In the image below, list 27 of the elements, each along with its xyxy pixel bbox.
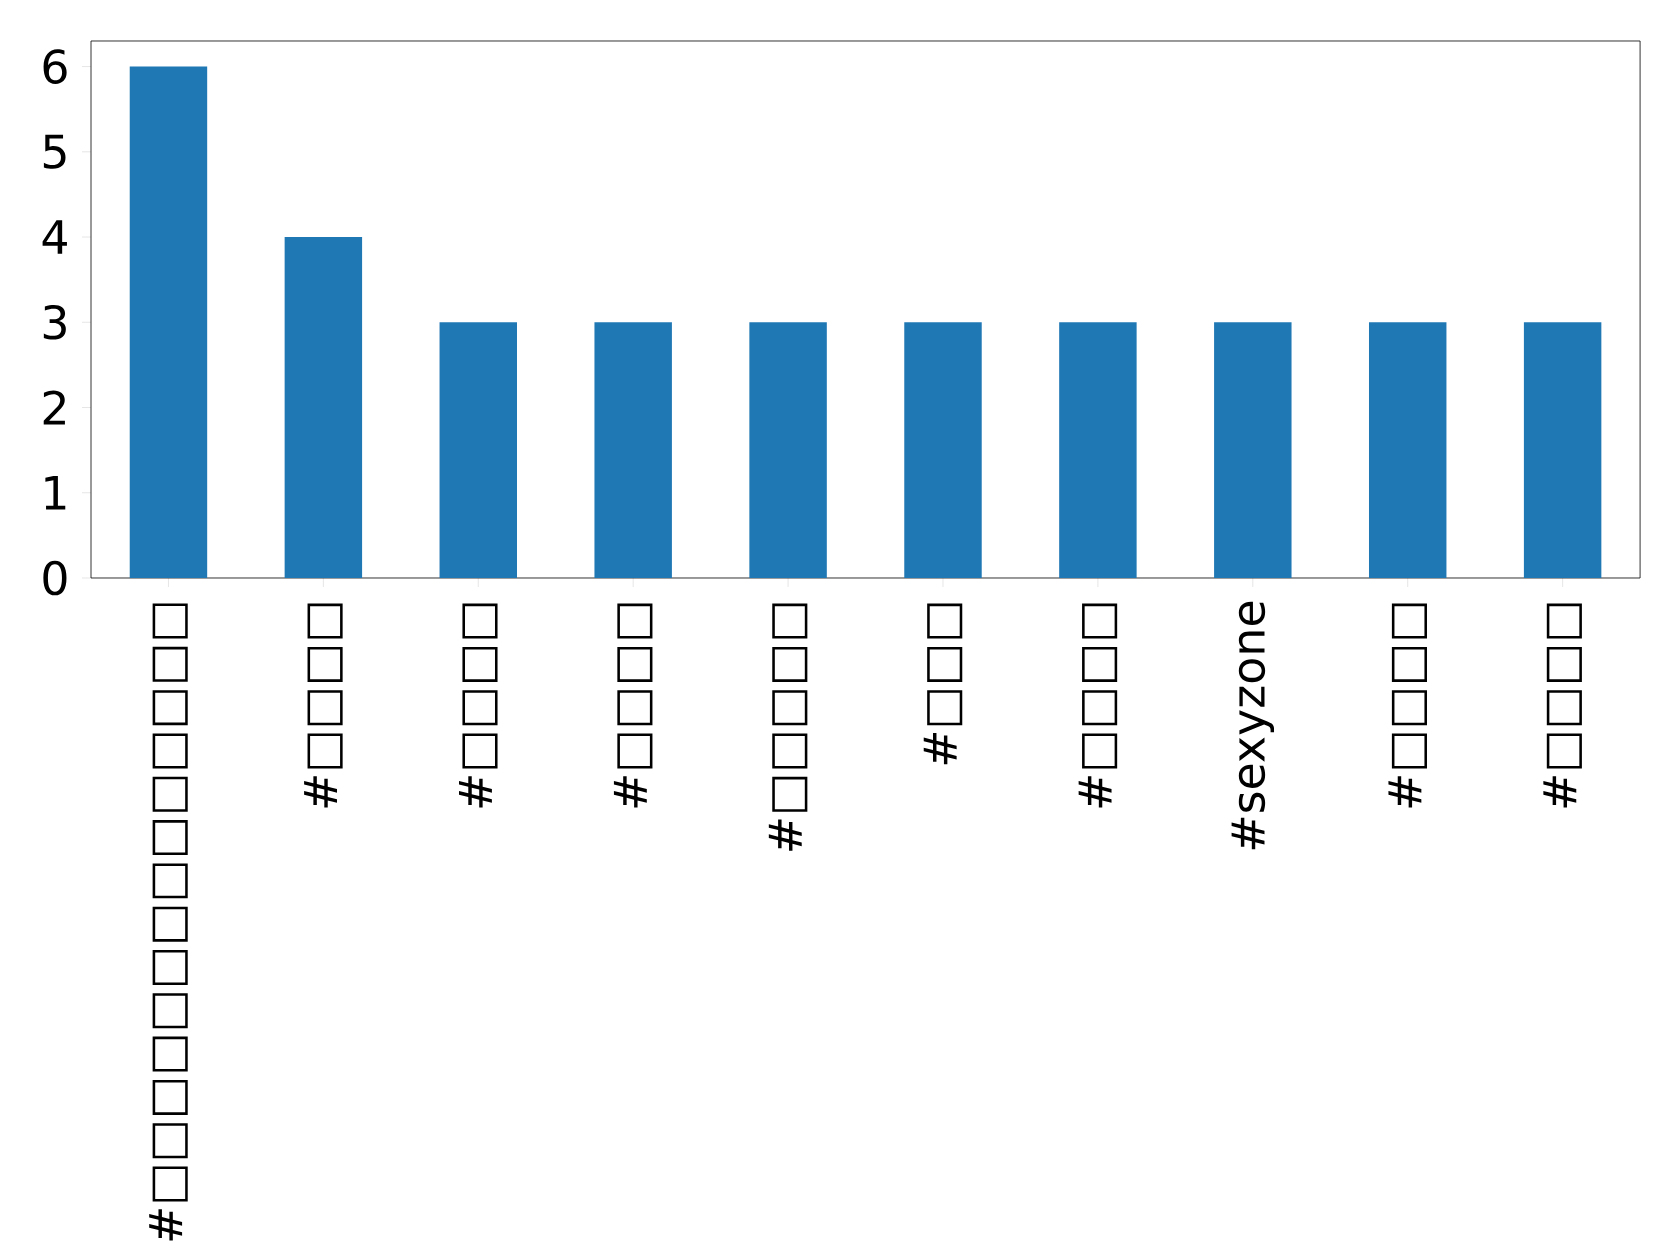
y-tick-label: 0 — [43, 560, 67, 596]
x-tick-label: #□□□□ — [613, 603, 653, 808]
bar — [439, 322, 517, 578]
x-tick-label: #□□□□□□□□□□□□□□ — [149, 603, 188, 1241]
bar — [594, 322, 672, 578]
bar — [1214, 322, 1292, 578]
bar — [1368, 322, 1447, 578]
bar — [1523, 322, 1602, 578]
y-tick-label: 3 — [43, 304, 66, 340]
y-tick-label: 1 — [45, 475, 66, 510]
x-tick-label: #□□□□□ — [768, 603, 808, 851]
x-tick-label: #sexyzone — [1231, 601, 1275, 850]
bar — [284, 236, 363, 578]
bar — [1059, 322, 1137, 578]
y-tick-label: 5 — [43, 134, 66, 169]
y-tick-label: 2 — [43, 390, 65, 425]
x-tick-label: #□□□□ — [304, 603, 343, 808]
y-tick-label: 6 — [43, 49, 67, 84]
x-tick-label: #□□□□ — [1388, 603, 1427, 808]
bar — [129, 66, 208, 578]
x-tick-label: #□□□□ — [1543, 603, 1582, 808]
x-tick-label: #□□□□ — [459, 603, 498, 808]
y-tick-label: 4 — [42, 220, 67, 254]
x-tick-label: #□□□□ — [1078, 603, 1118, 808]
bar — [749, 322, 827, 578]
x-tick-label: #□□□ — [923, 603, 963, 765]
bar — [904, 322, 982, 578]
